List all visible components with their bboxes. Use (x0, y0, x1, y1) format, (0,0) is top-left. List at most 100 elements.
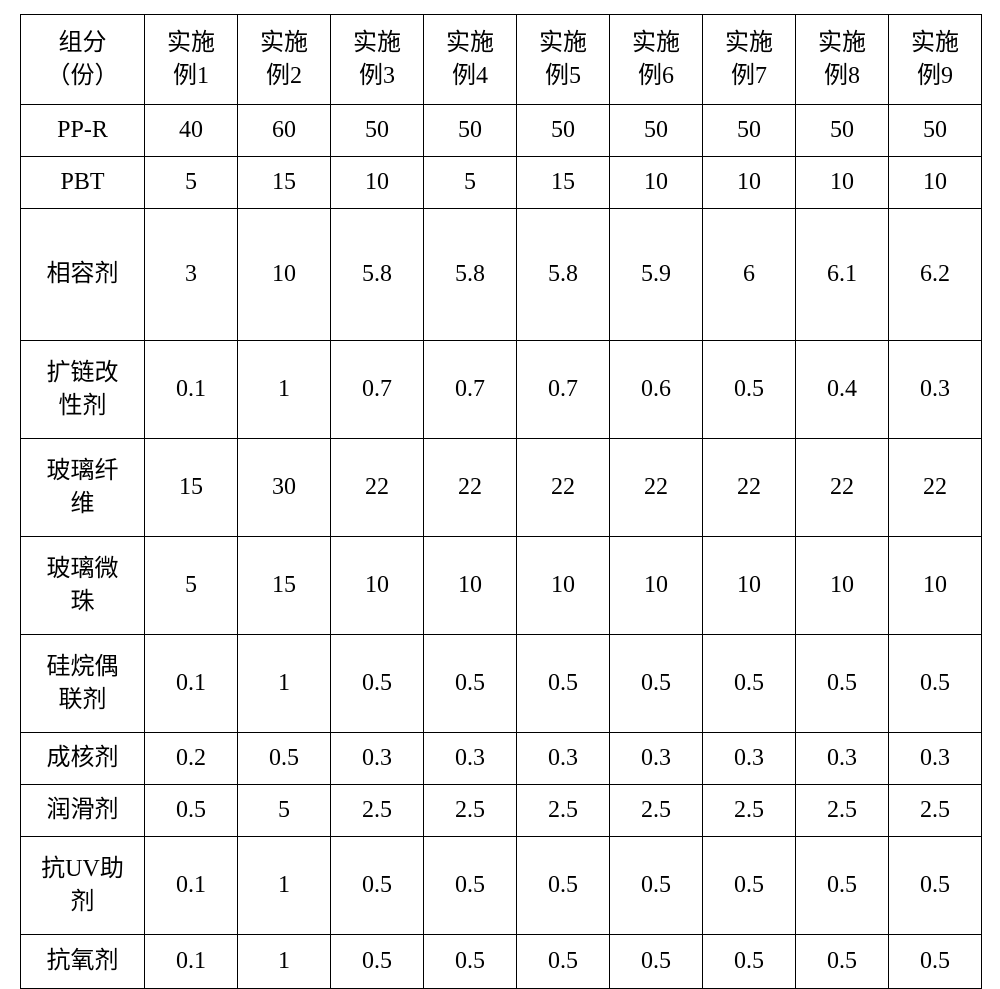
t: 实施 (911, 30, 959, 56)
cell: 22 (889, 439, 982, 537)
cell: 0.2 (145, 733, 238, 785)
t: 实施 (725, 30, 773, 56)
cell: 15 (238, 537, 331, 635)
t: 例7 (731, 63, 767, 89)
table-row: 抗UV助剂 0.1 1 0.5 0.5 0.5 0.5 0.5 0.5 0.5 (21, 837, 982, 935)
cell: 0.7 (424, 341, 517, 439)
cell: 0.3 (517, 733, 610, 785)
cell: 10 (238, 209, 331, 341)
cell: 10 (889, 157, 982, 209)
cell: 2.5 (610, 785, 703, 837)
table-row: PP-R 40 60 50 50 50 50 50 50 50 (21, 105, 982, 157)
cell: 5 (238, 785, 331, 837)
table-row: 硅烷偶联剂 0.1 1 0.5 0.5 0.5 0.5 0.5 0.5 0.5 (21, 635, 982, 733)
cell: 0.3 (331, 733, 424, 785)
cell: 50 (889, 105, 982, 157)
t: 玻璃微 (47, 556, 119, 582)
cell: 6.1 (796, 209, 889, 341)
cell: 22 (424, 439, 517, 537)
cell: 1 (238, 837, 331, 935)
cell: 15 (517, 157, 610, 209)
cell: 2.5 (703, 785, 796, 837)
cell: 1 (238, 935, 331, 989)
cell: 2.5 (796, 785, 889, 837)
t: 例6 (638, 63, 674, 89)
cell: 50 (331, 105, 424, 157)
cell: 0.5 (796, 635, 889, 733)
col-header-ex4: 实施例4 (424, 15, 517, 105)
col-header-ex2: 实施例2 (238, 15, 331, 105)
cell: 0.5 (517, 635, 610, 733)
cell: 0.5 (331, 635, 424, 733)
cell: 0.5 (238, 733, 331, 785)
cell: 6.2 (889, 209, 982, 341)
t: 维 (71, 491, 95, 517)
col-header-ex5: 实施例5 (517, 15, 610, 105)
cell: 10 (796, 157, 889, 209)
cell: 0.3 (889, 733, 982, 785)
table-row: 玻璃纤维 15 30 22 22 22 22 22 22 22 (21, 439, 982, 537)
composition-table: 组分（份） 实施例1 实施例2 实施例3 实施例4 实施例5 实施例6 实施例7… (20, 14, 982, 989)
cell: 0.5 (889, 935, 982, 989)
row-label: 玻璃微珠 (21, 537, 145, 635)
cell: 22 (610, 439, 703, 537)
t: 珠 (71, 589, 95, 615)
cell: 10 (610, 537, 703, 635)
cell: 10 (331, 537, 424, 635)
t: 硅烷偶 (47, 654, 119, 680)
cell: 0.1 (145, 341, 238, 439)
cell: 0.5 (145, 785, 238, 837)
t: 例3 (359, 63, 395, 89)
cell: 22 (703, 439, 796, 537)
cell: 1 (238, 635, 331, 733)
cell: 0.5 (703, 341, 796, 439)
cell: 22 (517, 439, 610, 537)
table-header-row: 组分（份） 实施例1 实施例2 实施例3 实施例4 实施例5 实施例6 实施例7… (21, 15, 982, 105)
cell: 0.5 (889, 635, 982, 733)
col-header-ex9: 实施例9 (889, 15, 982, 105)
cell: 5 (424, 157, 517, 209)
cell: 0.5 (610, 935, 703, 989)
cell: 5.8 (331, 209, 424, 341)
table-row: 成核剂 0.2 0.5 0.3 0.3 0.3 0.3 0.3 0.3 0.3 (21, 733, 982, 785)
cell: 0.1 (145, 837, 238, 935)
row-label: 硅烷偶联剂 (21, 635, 145, 733)
cell: 0.5 (796, 837, 889, 935)
cell: 2.5 (517, 785, 610, 837)
cell: 0.5 (331, 837, 424, 935)
t: 抗UV助 (41, 856, 124, 882)
t: 扩链改 (47, 360, 119, 386)
row-label: PP-R (21, 105, 145, 157)
t: 例8 (824, 63, 860, 89)
cell: 5.9 (610, 209, 703, 341)
cell: 3 (145, 209, 238, 341)
t: 性剂 (59, 393, 107, 419)
col-header-component: 组分（份） (21, 15, 145, 105)
cell: 0.5 (703, 635, 796, 733)
row-label: 润滑剂 (21, 785, 145, 837)
cell: 50 (610, 105, 703, 157)
t: 例9 (917, 63, 953, 89)
cell: 0.5 (424, 935, 517, 989)
cell: 10 (796, 537, 889, 635)
cell: 5.8 (517, 209, 610, 341)
col-header-ex8: 实施例8 (796, 15, 889, 105)
cell: 0.6 (610, 341, 703, 439)
row-label: 抗氧剂 (21, 935, 145, 989)
row-label: 相容剂 (21, 209, 145, 341)
table-row: PBT 5 15 10 5 15 10 10 10 10 (21, 157, 982, 209)
cell: 0.5 (610, 837, 703, 935)
cell: 2.5 (889, 785, 982, 837)
cell: 5 (145, 157, 238, 209)
cell: 0.7 (331, 341, 424, 439)
table-row: 相容剂 3 10 5.8 5.8 5.8 5.9 6 6.1 6.2 (21, 209, 982, 341)
t: 例4 (452, 63, 488, 89)
cell: 0.5 (889, 837, 982, 935)
t: 实施 (167, 30, 215, 56)
cell: 0.5 (424, 635, 517, 733)
cell: 0.5 (703, 935, 796, 989)
t: 实施 (818, 30, 866, 56)
cell: 6 (703, 209, 796, 341)
cell: 50 (703, 105, 796, 157)
cell: 10 (703, 537, 796, 635)
